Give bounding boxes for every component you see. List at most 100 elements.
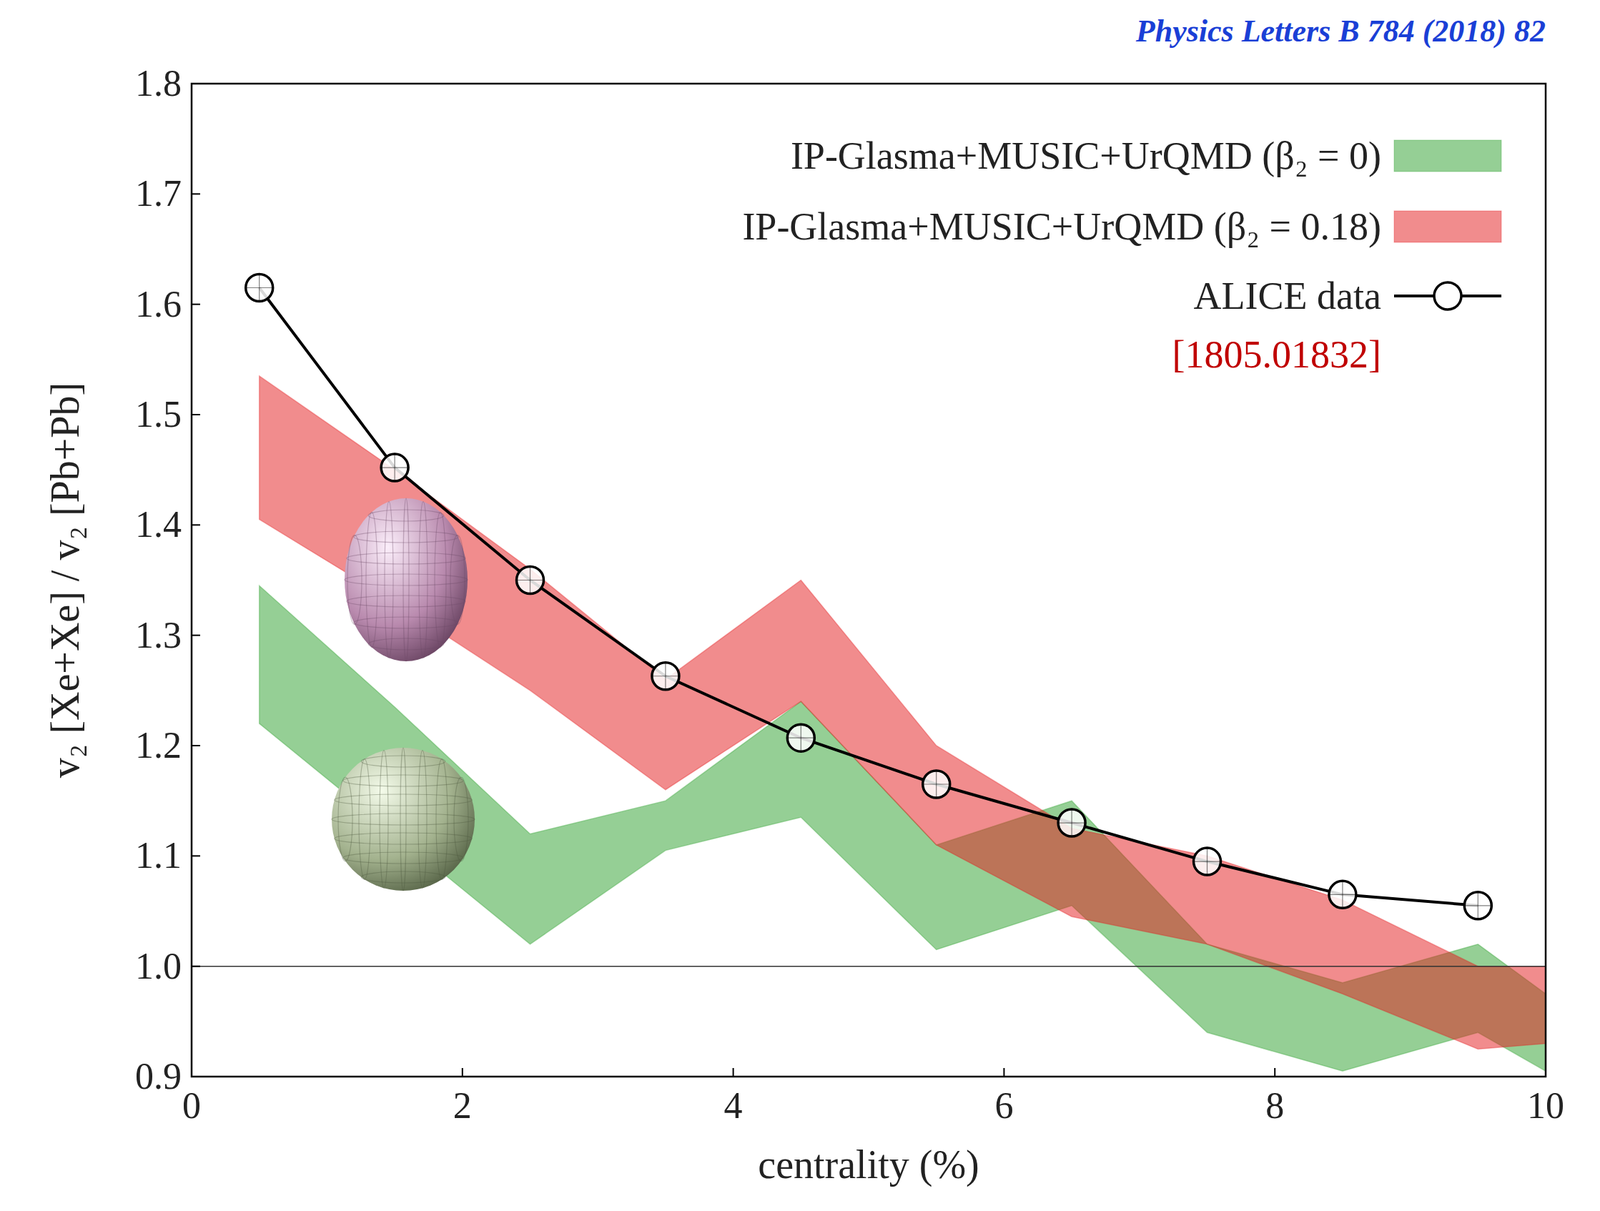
nucleus-grid: [434, 511, 447, 648]
y-tick: [191, 413, 201, 416]
data-point: [652, 662, 680, 690]
nucleus-grid: [343, 852, 464, 864]
marker: [1193, 847, 1222, 876]
data-point: [922, 770, 951, 798]
y-tick-label: 1.0: [135, 945, 182, 987]
data-point: [1058, 809, 1086, 837]
data-point: [245, 274, 274, 302]
x-tick: [732, 1068, 735, 1077]
band: [259, 376, 1546, 1049]
x-tick-label: 6: [994, 1085, 1014, 1127]
marker: [1464, 892, 1492, 920]
marker-cross: [1341, 880, 1343, 908]
marker-cross: [800, 724, 802, 752]
nucleus-grid: [361, 871, 445, 883]
x-tick-label: 2: [453, 1085, 472, 1127]
legend-label: IP-Glasma+MUSIC+UrQMD (β₂ = 0.18): [742, 205, 1382, 249]
x-tick-label: 0: [182, 1085, 201, 1127]
legend-swatch: [1394, 140, 1502, 172]
y-tick: [191, 193, 201, 195]
nucleus-grid: [343, 774, 464, 787]
y-tick-label: 1.6: [135, 283, 182, 325]
nucleus-grid: [400, 747, 407, 891]
nucleus-grid: [334, 794, 473, 806]
legend-marker: [1434, 282, 1462, 310]
y-tick: [191, 634, 201, 637]
nucleus-grid: [346, 595, 466, 607]
nucleus-grid: [331, 813, 475, 826]
y-tick: [191, 965, 201, 968]
legend: IP-Glasma+MUSIC+UrQMD (β₂ = 0) IP-Glasma+…: [742, 134, 1502, 318]
deformed-nucleus: [344, 498, 468, 662]
data-point: [516, 566, 545, 595]
y-tick-label: 1.8: [135, 62, 182, 104]
marker: [381, 453, 409, 482]
y-tick-label: 1.5: [135, 393, 182, 435]
marker: [516, 566, 545, 595]
nucleus-grid: [453, 777, 469, 861]
y-tick: [191, 744, 201, 747]
marker: [787, 724, 815, 752]
nucleus-grid: [338, 777, 353, 861]
nucleus-grid: [346, 552, 466, 565]
nucleus-grid: [347, 535, 362, 625]
x-tick: [1544, 1068, 1547, 1077]
nucleus-grid: [358, 759, 371, 880]
marker: [922, 770, 951, 798]
marker-cross: [529, 566, 531, 595]
marker-cross: [258, 274, 260, 302]
data-point: [1193, 847, 1222, 876]
frame: [191, 83, 1546, 1077]
data-point: [1464, 892, 1492, 920]
y-tick-label: 1.4: [135, 504, 182, 545]
x-tick: [190, 1068, 193, 1077]
nucleus-grid: [334, 832, 473, 845]
marker-cross: [1477, 892, 1479, 920]
nucleus-grid: [384, 501, 394, 659]
annotation: [1805.01832]: [1172, 333, 1382, 377]
nucleus-grid: [353, 616, 459, 629]
marker: [245, 274, 274, 302]
y-tick: [191, 855, 201, 857]
data-point: [381, 453, 409, 482]
marker-cross: [393, 453, 395, 482]
x-tick-label: 4: [724, 1085, 743, 1127]
y-tick-label: 1.1: [135, 835, 182, 876]
legend-label: IP-Glasma+MUSIC+UrQMD (β₂ = 0): [790, 134, 1382, 178]
legend-label: ALICE data: [1193, 274, 1382, 318]
marker-cross: [664, 662, 666, 690]
nucleus-grid: [368, 509, 444, 522]
nucleus-grid: [368, 638, 444, 650]
y-tick: [191, 82, 201, 85]
marker-cross: [935, 770, 937, 798]
data-point: [1329, 880, 1357, 908]
data-line: [259, 288, 1479, 906]
x-tick-label: 10: [1527, 1085, 1565, 1127]
reference-line: [191, 965, 1546, 968]
nucleus-grid: [418, 501, 428, 659]
nucleus-grid: [450, 535, 465, 625]
y-axis-title: v₂ [Xe+Xe] / v₂ [Pb+Pb]: [42, 382, 88, 778]
nucleus-grid: [403, 498, 409, 662]
x-axis-title: centrality (%): [757, 1142, 979, 1188]
y-tick: [191, 1075, 201, 1078]
marker-cross: [1206, 847, 1208, 876]
y-tick: [191, 524, 201, 526]
nucleus-grid: [344, 574, 468, 586]
nucleus-grid: [379, 750, 389, 889]
marker: [1058, 809, 1086, 837]
legend-swatch: [1394, 210, 1502, 243]
nucleus-grid: [353, 531, 459, 543]
x-tick: [1003, 1068, 1005, 1077]
title: Physics Letters B 784 (2018) 82: [1135, 13, 1546, 49]
nucleus-grid: [436, 759, 448, 880]
marker: [1329, 880, 1357, 908]
y-tick-label: 1.2: [135, 724, 182, 766]
spherical-nucleus: [331, 747, 475, 891]
y-tick-label: 1.7: [135, 173, 182, 214]
y-tick-label: 0.9: [135, 1055, 182, 1097]
nucleus-grid: [361, 755, 445, 768]
y-tick-label: 1.3: [135, 614, 182, 656]
x-tick: [461, 1068, 464, 1077]
marker: [652, 662, 680, 690]
